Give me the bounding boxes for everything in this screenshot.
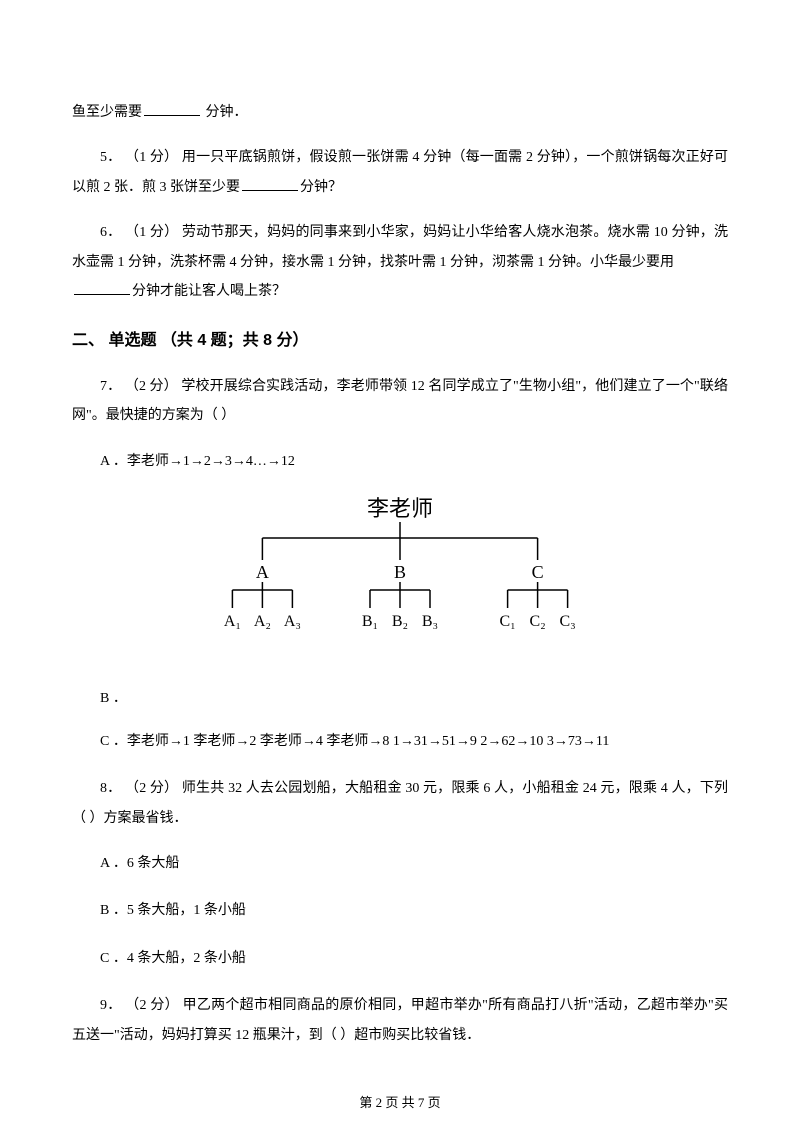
q5-suffix: 分钟？ xyxy=(300,180,342,195)
q8-option-a[interactable]: A ．6 条大船 xyxy=(72,849,728,878)
svg-text:B₁: B₁ xyxy=(362,613,378,630)
q-cont-prefix: 鱼至少需要 xyxy=(72,105,142,120)
svg-text:B₂: B₂ xyxy=(392,613,408,630)
tree-diagram-svg: 李老师 A A₁ A₂ A₃ B B₁ B₂ B₃ C C₁ C₂ C₃ xyxy=(185,494,615,674)
page-footer: 第 2 页 共 7 页 xyxy=(0,1092,800,1111)
q7-diagram: 李老师 A A₁ A₂ A₃ B B₁ B₂ B₃ C C₁ C₂ C₃ xyxy=(72,494,728,685)
svg-text:A: A xyxy=(256,562,269,582)
q5-text: 5． （1 分） 用一只平底锅煎饼，假设煎一张饼需 4 分钟（每一面需 2 分钟… xyxy=(72,150,728,194)
question-6: 6． （1 分） 劳动节那天，妈妈的同事来到小华家，妈妈让小华给客人烧水泡茶。烧… xyxy=(72,218,728,306)
q7-option-a[interactable]: A ．李老师→1→2→3→4…→12 xyxy=(72,447,728,476)
q-cont-suffix: 分钟． xyxy=(202,105,248,120)
q7-option-c[interactable]: C ．李老师→1 李老师→2 李老师→4 李老师→8 1→31→51→9 2→6… xyxy=(72,727,728,756)
question-8-stem: 8． （2 分） 师生共 32 人去公园划船，大船租金 30 元，限乘 6 人，… xyxy=(72,774,728,833)
question-9-stem: 9． （2 分） 甲乙两个超市相同商品的原价相同，甲超市举办"所有商品打八折"活… xyxy=(72,991,728,1050)
q8-option-c[interactable]: C ．4 条大船，2 条小船 xyxy=(72,944,728,973)
svg-text:C₂: C₂ xyxy=(529,613,545,630)
blank-fish[interactable] xyxy=(144,101,200,116)
section-2-title: 二、 单选题 （共 4 题；共 8 分） xyxy=(72,324,728,358)
svg-text:A₂: A₂ xyxy=(254,613,271,630)
blank-q5[interactable] xyxy=(242,176,298,191)
svg-text:C₃: C₃ xyxy=(559,613,575,630)
svg-text:C₁: C₁ xyxy=(499,613,515,630)
svg-text:B₃: B₃ xyxy=(422,613,438,630)
question-5: 5． （1 分） 用一只平底锅煎饼，假设煎一张饼需 4 分钟（每一面需 2 分钟… xyxy=(72,143,728,202)
svg-text:A₁: A₁ xyxy=(224,613,241,630)
blank-q6[interactable] xyxy=(74,280,130,295)
q6-text: 6． （1 分） 劳动节那天，妈妈的同事来到小华家，妈妈让小华给客人烧水泡茶。烧… xyxy=(72,225,728,269)
q6-suffix: 分钟才能让客人喝上茶？ xyxy=(132,284,286,299)
svg-text:C: C xyxy=(532,562,544,582)
svg-text:B: B xyxy=(394,562,406,582)
q7-option-b[interactable]: B ． xyxy=(72,684,728,713)
question-7-stem: 7． （2 分） 学校开展综合实践活动，李老师带领 12 名同学成立了"生物小组… xyxy=(72,372,728,431)
svg-text:李老师: 李老师 xyxy=(367,496,433,521)
q8-option-b[interactable]: B ．5 条大船，1 条小船 xyxy=(72,896,728,925)
question-continuation: 鱼至少需要 分钟． xyxy=(72,98,728,127)
svg-text:A₃: A₃ xyxy=(284,613,301,630)
